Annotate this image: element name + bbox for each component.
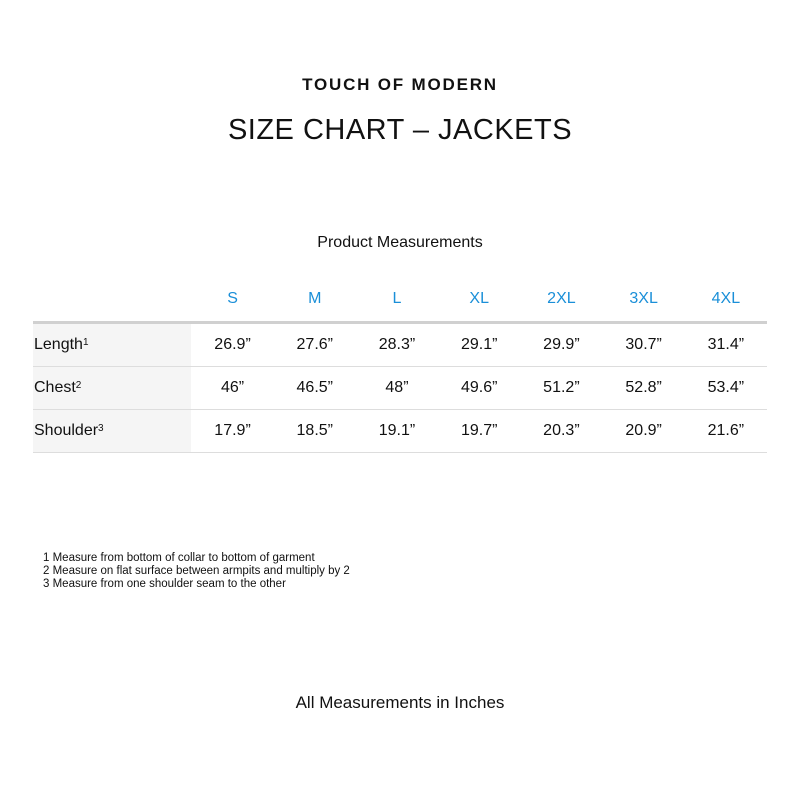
measurement-cell: 30.7” — [602, 322, 685, 367]
measurement-cell: 20.9” — [602, 409, 685, 453]
measurement-cell: 19.7” — [438, 409, 521, 453]
row-label: Chest2 — [33, 366, 192, 410]
footnote: 3 Measure from one shoulder seam to the … — [43, 578, 286, 590]
measurement-cell: 26.9” — [191, 322, 274, 367]
size-header: 2XL — [547, 289, 576, 307]
size-header-row: S M L XL 2XL 3XL 4XL — [33, 276, 767, 323]
page-title: SIZE CHART – JACKETS — [227, 114, 573, 146]
measurement-cell: 19.1” — [355, 409, 439, 453]
row-label: Shoulder3 — [33, 409, 192, 453]
footnote: 2 Measure on flat surface between armpit… — [43, 565, 350, 577]
row-label-text: Chest — [34, 379, 76, 396]
size-header: 3XL — [629, 289, 658, 307]
measurement-cell: 31.4” — [684, 322, 767, 367]
footnotes: 1 Measure from bottom of collar to botto… — [43, 552, 350, 591]
row-label: Length1 — [33, 322, 192, 367]
measurement-cell: 46.5” — [273, 366, 356, 410]
measurement-cell: 20.3” — [520, 409, 603, 453]
measurement-cell: 51.2” — [520, 366, 603, 410]
table-caption: Product Measurements — [317, 234, 483, 251]
measurement-cell: 29.9” — [520, 322, 603, 367]
corner-cell — [33, 276, 191, 323]
measurement-cell: 46” — [191, 366, 274, 410]
size-header: M — [308, 289, 322, 307]
row-label-text: Shoulder — [34, 422, 99, 439]
measurement-cell: 53.4” — [684, 366, 767, 410]
table-row: Length1 26.9” 27.6” 28.3” 29.1” 29.9” 30.7” 31.… — [33, 322, 767, 367]
size-header: 4XL — [711, 289, 741, 307]
size-table: S M L XL 2XL 3XL 4XL Length1 26.9” 27.6” 28.3” 29.… — [33, 276, 767, 453]
measurement-cell: 48” — [355, 366, 439, 410]
row-label-text: Length — [34, 336, 83, 353]
units-note: All Measurements in Inches — [295, 693, 505, 712]
measurement-cell: 49.6” — [438, 366, 521, 410]
brand-logo: TOUCH OF MODERN — [302, 75, 498, 94]
footnote-ref: 2 — [75, 380, 82, 391]
table-row: Chest2 46” 46.5” 48” 49.6” 51.2” 52.8” 53.4” — [33, 366, 767, 410]
size-header: XL — [469, 289, 489, 307]
measurement-cell: 18.5” — [273, 409, 356, 453]
size-header: L — [392, 289, 402, 307]
footnote-ref: 3 — [98, 423, 104, 434]
measurement-cell: 52.8” — [602, 366, 685, 410]
measurement-cell: 17.9” — [191, 409, 274, 453]
footnote-ref: 1 — [82, 337, 89, 348]
measurement-cell: 21.6” — [684, 409, 767, 453]
footnote: 1 Measure from bottom of collar to botto… — [43, 552, 315, 564]
table-row: Shoulder3 17.9” 18.5” 19.1” 19.7” 20.3” 20.9” 2… — [33, 409, 767, 453]
measurement-cell: 27.6” — [273, 322, 356, 367]
measurement-cell: 29.1” — [438, 322, 521, 367]
size-header: S — [227, 289, 238, 307]
measurement-cell: 28.3” — [355, 322, 439, 367]
